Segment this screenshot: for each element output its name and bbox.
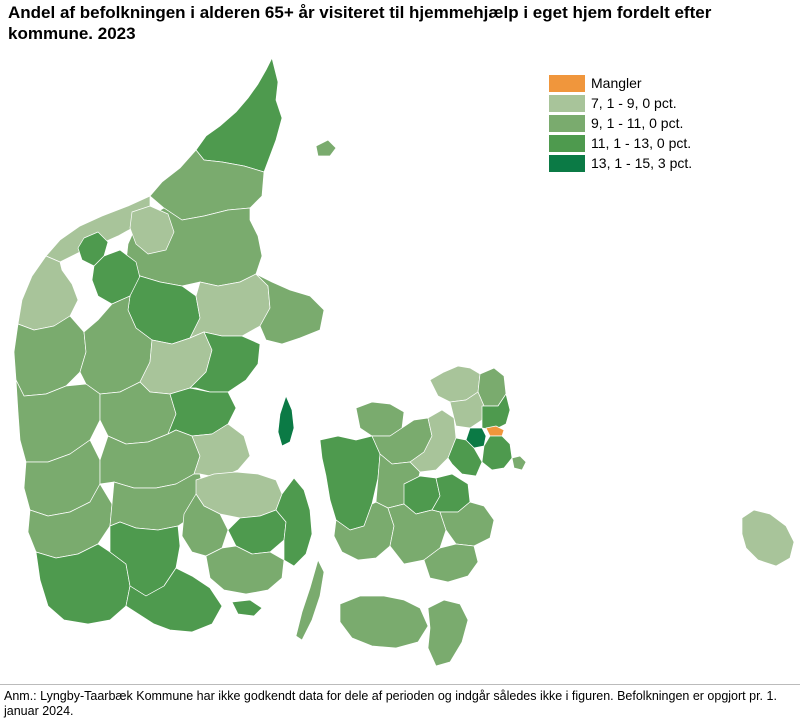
legend-swatch	[549, 74, 585, 92]
region-vestegnen	[447, 437, 483, 477]
region-sonderborg	[125, 567, 223, 633]
island-bornholm	[741, 509, 795, 567]
region-stevns	[439, 501, 495, 547]
region-odsherred	[355, 401, 405, 437]
region-lyngby-missing	[485, 425, 505, 437]
region-tarnby	[511, 455, 527, 471]
legend-item-class-4: 13, 1 - 15, 3 pct.	[549, 153, 749, 173]
region-djursland	[255, 273, 325, 345]
island-anholt-lasoe	[315, 139, 337, 157]
legend: Mangler 7, 1 - 9, 0 pct. 9, 1 - 11, 0 pc…	[549, 73, 749, 173]
region-nyborg	[275, 477, 313, 567]
footnote: Anm.: Lyngby-Taarbæk Kommune har ikke go…	[4, 689, 777, 718]
region-rudersdal	[481, 393, 511, 431]
region-lolland	[339, 595, 429, 649]
legend-item-class-3: 11, 1 - 13, 0 pct.	[549, 133, 749, 153]
region-naestved	[387, 503, 447, 565]
map-title: Andel af befolkningen i alderen 65+ år v…	[8, 3, 712, 43]
legend-label: 13, 1 - 15, 3 pct.	[591, 155, 693, 171]
legend-swatch	[549, 134, 585, 152]
legend-label: 9, 1 - 11, 0 pct.	[591, 115, 684, 131]
legend-item-missing: Mangler	[549, 73, 749, 93]
region-faaborg	[205, 545, 285, 595]
region-odense	[227, 509, 287, 555]
region-randers	[189, 273, 271, 339]
legend-swatch	[549, 94, 585, 112]
region-falster	[427, 599, 469, 667]
divider	[0, 684, 800, 685]
legend-label: 7, 1 - 9, 0 pct.	[591, 95, 677, 111]
region-roskilde	[409, 409, 457, 473]
region-holstebro	[13, 315, 87, 397]
island-langeland	[295, 559, 325, 641]
region-vendsyssel-north	[195, 57, 283, 173]
legend-label: 11, 1 - 13, 0 pct.	[591, 135, 692, 151]
legend-item-class-2: 9, 1 - 11, 0 pct.	[549, 113, 749, 133]
legend-swatch	[549, 114, 585, 132]
island-aero	[231, 599, 263, 617]
region-aalborg-south	[129, 205, 175, 255]
legend-label: Mangler	[591, 75, 642, 91]
region-ringkobing	[15, 379, 101, 463]
region-vordingborg	[423, 543, 479, 583]
region-copenhagen	[481, 435, 513, 471]
region-horsens	[191, 423, 251, 479]
legend-swatch	[549, 154, 585, 172]
island-samso	[277, 395, 295, 447]
legend-item-class-1: 7, 1 - 9, 0 pct.	[549, 93, 749, 113]
